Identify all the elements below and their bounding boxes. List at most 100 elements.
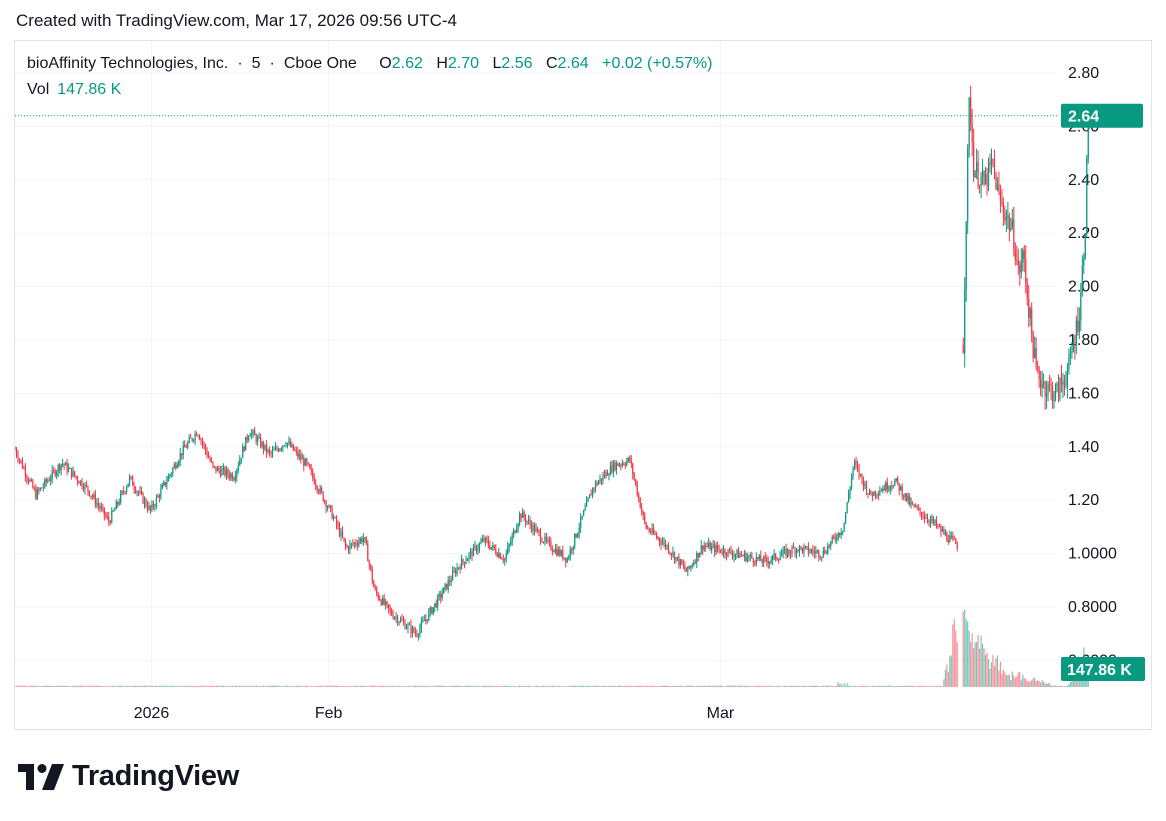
candle-body [1063, 381, 1066, 386]
volume-bar [82, 685, 85, 687]
candle-body [426, 619, 428, 621]
candle-body [758, 555, 760, 560]
candle-body [806, 546, 808, 548]
candle-body [432, 607, 434, 614]
candle-body [121, 490, 123, 494]
volume-bar [1056, 685, 1058, 687]
volume-bar [848, 685, 850, 687]
volume-bar [743, 685, 745, 687]
candle-body [90, 495, 92, 497]
volume-bar [842, 685, 844, 687]
candle-body [62, 463, 64, 465]
candle-body [970, 97, 972, 124]
tradingview-logo[interactable]: TradingView [18, 760, 239, 793]
volume-bar [529, 686, 531, 687]
candle-body [456, 567, 458, 574]
candle-body [967, 147, 969, 222]
candle-body [389, 608, 391, 611]
volume-bar [416, 686, 418, 687]
candle-body [842, 531, 844, 533]
volume-bar [187, 685, 189, 687]
volume-bar [35, 686, 37, 687]
candle-body [617, 463, 619, 466]
candle-body [862, 479, 865, 487]
candle-body [1048, 384, 1051, 386]
price-tick-label: 2.40 [1068, 172, 1099, 189]
volume-bar [767, 685, 769, 687]
volume-bar [914, 686, 917, 687]
volume-bar [840, 683, 842, 687]
volume-bar [54, 686, 56, 687]
candle-body [243, 446, 245, 451]
candle-body [405, 627, 408, 629]
volume-bar [879, 685, 881, 687]
volume-bar [200, 685, 202, 687]
candle-body [496, 553, 498, 557]
candle-body [1056, 383, 1058, 386]
candles-group [15, 85, 1089, 641]
volume-bar [973, 648, 975, 687]
volume-bar [137, 685, 140, 687]
candle-body [270, 451, 272, 454]
volume-bar [70, 686, 73, 687]
volume-bar [1069, 682, 1071, 687]
volume-bar [965, 619, 967, 687]
volume-bar [254, 686, 256, 687]
volume-bar [382, 685, 384, 687]
volume-bar [740, 685, 743, 687]
symbol-name[interactable]: bioAffinity Technologies, Inc. [27, 55, 229, 72]
volume-bar [922, 685, 924, 687]
candle-body [356, 544, 358, 546]
candle-body [1071, 352, 1073, 354]
volume-bar [309, 686, 311, 687]
candle-body [115, 501, 117, 510]
price-tick-label: 1.0000 [1068, 546, 1117, 563]
volume-bar [410, 686, 412, 687]
time-tick-label: Mar [707, 705, 735, 722]
volume-bar [574, 685, 576, 687]
volume-bar [222, 685, 224, 687]
volume-bar [550, 686, 552, 687]
volume-bar [429, 686, 431, 687]
volume-bar [481, 685, 484, 687]
candle-body [422, 620, 424, 622]
candle-body [66, 462, 68, 472]
candle-body [803, 546, 805, 553]
volume-bar [100, 686, 102, 687]
volume-bar [621, 685, 623, 687]
volume-bar [970, 642, 972, 687]
candle-body [233, 479, 235, 481]
volume-bar [228, 685, 230, 687]
volume-bar [231, 685, 233, 687]
volume-bar [749, 685, 751, 687]
volume-bar [557, 685, 559, 687]
volume-bar [699, 685, 701, 687]
volume-bar [18, 685, 21, 687]
candle-body [1004, 212, 1006, 221]
candle-body [825, 553, 827, 554]
price-chart[interactable]: 2.802.602.402.202.001.801.601.401.201.00… [15, 41, 1151, 729]
candle-body [560, 550, 562, 556]
volume-bar [794, 685, 796, 687]
candle-body [652, 528, 655, 534]
volume-bar [184, 685, 186, 687]
candle-body [976, 161, 978, 172]
candle-body [501, 558, 503, 560]
volume-bar [209, 686, 211, 687]
last-price-badge [1061, 103, 1143, 128]
candle-body [1014, 249, 1016, 260]
volume-bar [712, 685, 714, 687]
candle-body [519, 514, 521, 524]
candle-body [39, 487, 41, 491]
candle-body [548, 540, 550, 542]
volume-bar [460, 686, 463, 687]
volume-bar [864, 685, 866, 687]
volume-bar [993, 665, 996, 687]
candle-body [392, 614, 394, 619]
candle-body [434, 603, 436, 608]
candle-body [909, 496, 911, 505]
volume-bar [175, 686, 177, 687]
candle-body [490, 547, 492, 549]
volume-bar [1001, 674, 1003, 687]
candle-body [554, 548, 556, 553]
